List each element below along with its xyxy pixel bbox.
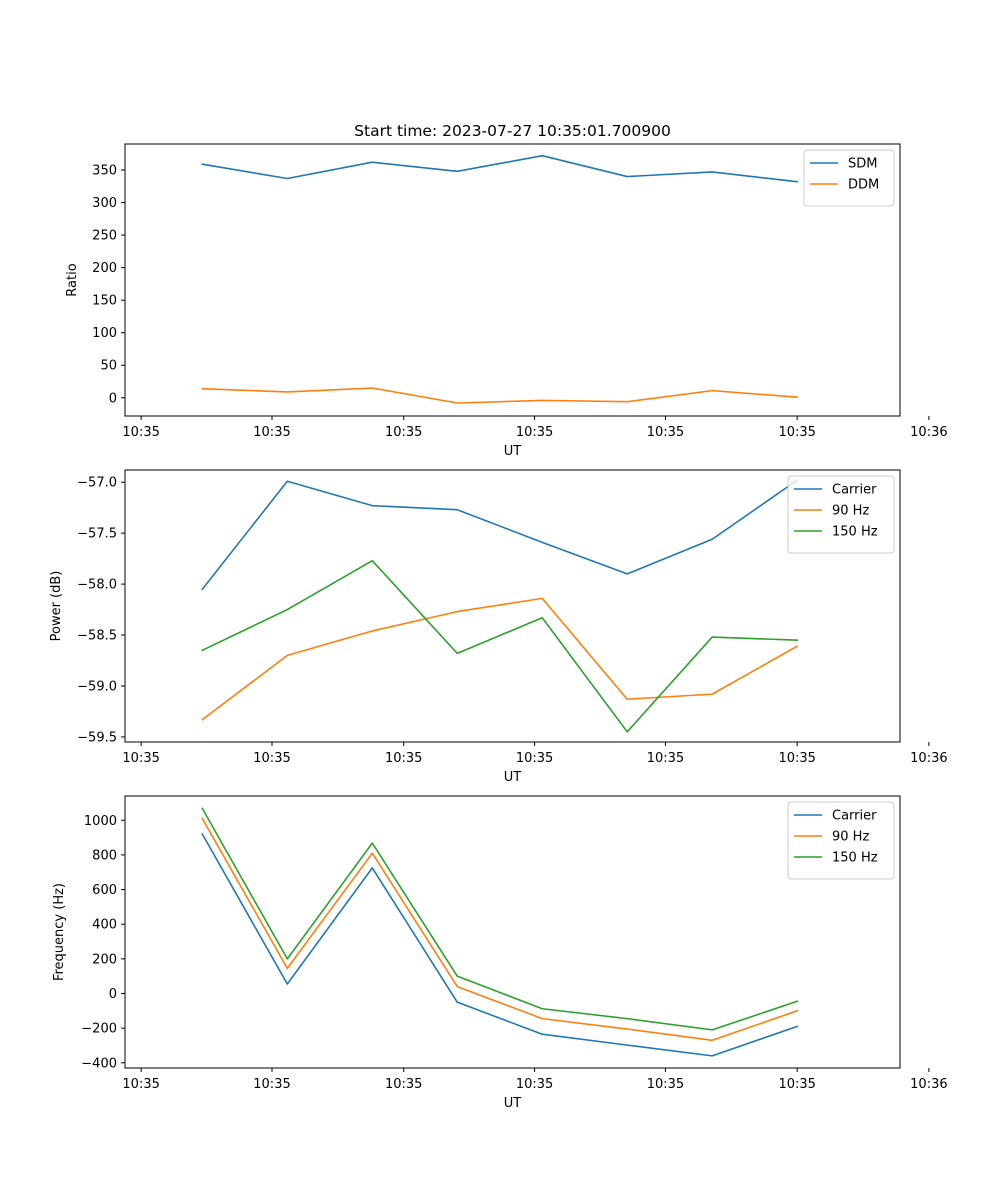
legend-box	[787, 801, 895, 880]
axes-frame	[124, 143, 901, 417]
y-tick-label: 50	[100, 359, 117, 374]
y-tick-label: −59.5	[77, 730, 117, 745]
y-tick-label: −57.0	[77, 476, 117, 491]
x-tick-label: 10:35	[778, 751, 815, 766]
y-axis-label: Power (dB)	[49, 571, 64, 642]
x-axis-label: UT	[504, 770, 522, 785]
y-tick-label: 250	[92, 229, 117, 244]
x-tick-label: 10:35	[385, 425, 422, 440]
x-tick-label: 10:35	[385, 1077, 422, 1092]
axes-frame	[124, 469, 901, 743]
axes-frame	[124, 795, 901, 1069]
x-tick-label: 10:35	[647, 425, 684, 440]
x-tick-label: 10:35	[253, 1077, 290, 1092]
legend-box	[787, 475, 895, 554]
y-tick-label: 200	[92, 261, 117, 276]
x-tick-label: 10:36	[910, 1077, 947, 1092]
y-tick-label: 0	[109, 391, 117, 406]
chart-panel-1: 10:35 10:35 10:35 10:35 10:35 10:35 10:36 0 50 10…	[65, 143, 948, 459]
x-tick-label: 10:35	[778, 1077, 815, 1092]
y-tick-label: 300	[92, 196, 117, 211]
y-tick-label: 0	[109, 987, 117, 1002]
x-tick-label: 10:35	[122, 1077, 159, 1092]
y-tick-label: 400	[92, 918, 117, 933]
x-axis-label: UT	[504, 1096, 522, 1111]
legend-label: Carrier	[832, 809, 877, 824]
legend: Carrier 90 Hz 150 Hz	[787, 475, 895, 554]
x-tick-label: 10:35	[385, 751, 422, 766]
legend-label: SDM	[848, 157, 877, 172]
y-tick-label: 350	[92, 164, 117, 179]
x-tick-label: 10:36	[910, 751, 947, 766]
legend: Carrier 90 Hz 150 Hz	[787, 801, 895, 880]
x-tick-label: 10:36	[910, 425, 947, 440]
legend-label: 150 Hz	[832, 851, 878, 866]
y-tick-label: −200	[81, 1022, 117, 1037]
x-tick-label: 10:35	[516, 425, 553, 440]
figure-title: Start time: 2023-07-27 10:35:01.700900	[354, 122, 671, 140]
chart-panels: 10:35 10:35 10:35 10:35 10:35 10:35 10:36 0 50 10…	[49, 143, 948, 1111]
x-tick-label: 10:35	[647, 751, 684, 766]
series-line-150-hz	[201, 807, 799, 1031]
series-line-carrier	[201, 479, 799, 591]
chart-panel-3: 10:35 10:35 10:35 10:35 10:35 10:35 10:36 −400 −…	[52, 795, 948, 1111]
legend: SDM DDM	[803, 149, 895, 207]
chart-panel-2: 10:35 10:35 10:35 10:35 10:35 10:35 10:36 −59.5…	[49, 469, 948, 785]
x-tick-label: 10:35	[253, 751, 290, 766]
series-line-90-hz	[201, 817, 799, 1042]
x-tick-label: 10:35	[516, 751, 553, 766]
y-tick-label: 150	[92, 294, 117, 309]
legend-box	[803, 149, 895, 207]
legend-label: 150 Hz	[832, 525, 878, 540]
y-tick-label: 100	[92, 326, 117, 341]
y-axis-label: Frequency (Hz)	[52, 883, 67, 981]
y-tick-label: 600	[92, 883, 117, 898]
series-line-ddm	[201, 387, 799, 404]
series-line-sdm	[201, 154, 799, 183]
y-axis-label: Ratio	[65, 263, 80, 296]
y-tick-label: −59.0	[77, 679, 117, 694]
legend-label: 90 Hz	[832, 504, 869, 519]
legend-label: DDM	[848, 178, 879, 193]
y-tick-label: 1000	[84, 814, 117, 829]
series-line-carrier	[201, 833, 799, 1057]
legend-label: 90 Hz	[832, 830, 869, 845]
x-tick-label: 10:35	[253, 425, 290, 440]
y-tick-label: −58.0	[77, 578, 117, 593]
y-tick-label: 800	[92, 848, 117, 863]
x-tick-label: 10:35	[122, 751, 159, 766]
series-line-90-hz	[201, 597, 799, 721]
legend-label: Carrier	[832, 483, 877, 498]
y-tick-label: −58.5	[77, 629, 117, 644]
y-tick-label: 200	[92, 952, 117, 967]
x-tick-label: 10:35	[122, 425, 159, 440]
series-line-150-hz	[201, 559, 799, 733]
x-tick-label: 10:35	[778, 425, 815, 440]
x-axis-label: UT	[504, 444, 522, 459]
y-tick-label: −400	[81, 1056, 117, 1071]
y-tick-label: −57.5	[77, 527, 117, 542]
x-tick-label: 10:35	[647, 1077, 684, 1092]
x-tick-label: 10:35	[516, 1077, 553, 1092]
